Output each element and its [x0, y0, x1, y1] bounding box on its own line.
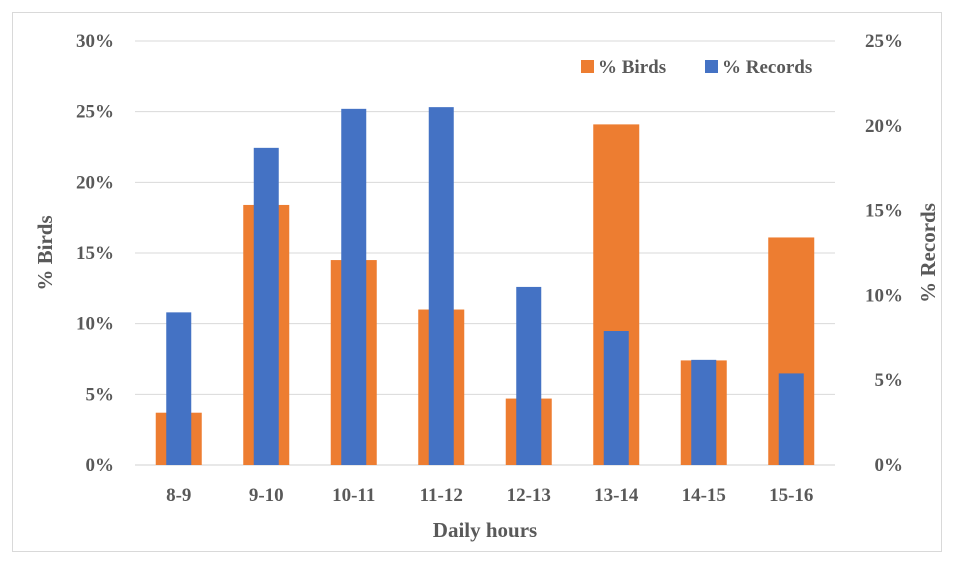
bar-records	[516, 286, 542, 465]
x-axis-title: Daily hours	[433, 518, 537, 542]
right-tick-label: 10%	[865, 285, 903, 306]
x-tick-label: 15-16	[769, 485, 813, 506]
bar-records	[253, 147, 279, 465]
left-tick-label: 0%	[86, 455, 115, 476]
x-tick-label: 12-13	[507, 485, 551, 506]
records-series	[166, 107, 804, 466]
right-axis-ticks: 0% 5% 10% 15% 20% 25%	[865, 31, 903, 476]
grid-lines	[135, 40, 835, 466]
x-tick-label: 10-11	[332, 485, 375, 506]
left-tick-label: 25%	[76, 102, 114, 123]
legend-swatch-records	[705, 60, 718, 73]
x-tick-label: 11-12	[420, 485, 463, 506]
left-axis-ticks: 0% 5% 10% 15% 20% 25% 30%	[76, 31, 114, 476]
bar-records	[603, 331, 629, 465]
bar-records	[778, 373, 804, 465]
right-tick-label: 0%	[875, 455, 904, 476]
left-tick-label: 10%	[76, 314, 114, 335]
right-tick-label: 20%	[865, 116, 903, 137]
right-tick-label: 5%	[875, 370, 904, 391]
x-tick-label: 13-14	[594, 485, 639, 506]
bar-records	[428, 107, 454, 466]
x-tick-label: 14-15	[682, 485, 726, 506]
legend-label-birds: % Birds	[598, 57, 666, 78]
x-tick-label: 9-10	[249, 485, 284, 506]
bar-records	[166, 312, 192, 465]
x-tick-label: 8-9	[166, 485, 191, 506]
bar-records	[341, 108, 367, 465]
legend-swatch-birds	[581, 60, 594, 73]
left-tick-label: 15%	[76, 243, 114, 264]
y-right-axis-title: % Records	[916, 203, 940, 303]
legend: % Birds % Records	[581, 57, 812, 78]
legend-label-records: % Records	[722, 57, 812, 78]
right-tick-label: 25%	[865, 31, 903, 52]
y-left-axis-title: % Birds	[33, 215, 57, 290]
left-tick-label: 5%	[86, 384, 115, 405]
left-tick-label: 30%	[76, 31, 114, 52]
right-tick-label: 15%	[865, 201, 903, 222]
x-axis-ticks: 8-9 9-10 10-11 11-12 12-13 13-14 14-15 15-16	[166, 485, 813, 506]
bar-records	[691, 359, 717, 465]
left-tick-label: 20%	[76, 172, 114, 193]
